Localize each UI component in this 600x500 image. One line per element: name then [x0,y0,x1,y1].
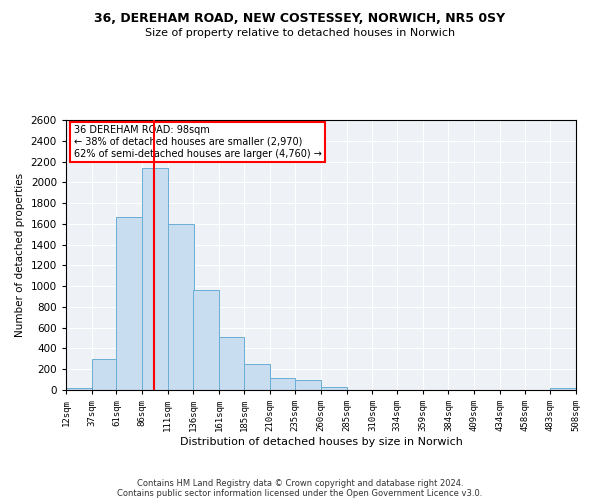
Bar [168,224,193,390]
Bar [550,388,576,390]
Text: Contains HM Land Registry data © Crown copyright and database right 2024.: Contains HM Land Registry data © Crown c… [137,478,463,488]
Bar [295,380,321,390]
Text: Contains public sector information licensed under the Open Government Licence v3: Contains public sector information licen… [118,488,482,498]
Bar [92,359,116,390]
Bar [244,364,269,390]
Bar [321,387,347,390]
Text: 36 DEREHAM ROAD: 98sqm
← 38% of detached houses are smaller (2,970)
62% of semi-: 36 DEREHAM ROAD: 98sqm ← 38% of detached… [74,126,322,158]
Bar [116,216,142,390]
Bar [219,337,244,390]
Bar [142,168,168,390]
Text: Size of property relative to detached houses in Norwich: Size of property relative to detached ho… [145,28,455,38]
X-axis label: Distribution of detached houses by size in Norwich: Distribution of detached houses by size … [179,437,463,447]
Bar [193,290,219,390]
Bar [269,378,295,390]
Bar [66,388,92,390]
Y-axis label: Number of detached properties: Number of detached properties [15,173,25,337]
Text: 36, DEREHAM ROAD, NEW COSTESSEY, NORWICH, NR5 0SY: 36, DEREHAM ROAD, NEW COSTESSEY, NORWICH… [94,12,506,26]
